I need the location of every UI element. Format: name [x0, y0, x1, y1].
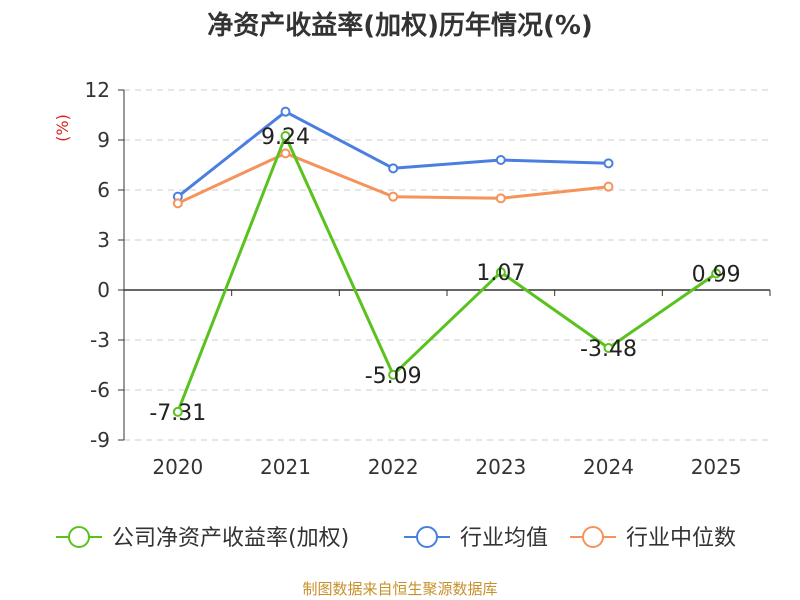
- data-point: [388, 191, 399, 202]
- data-point: [603, 343, 614, 353]
- y-tick-label: -9: [90, 428, 110, 452]
- legend-marker-icon: [582, 526, 604, 548]
- y-tick-label: 0: [97, 278, 110, 302]
- data-point: [172, 406, 183, 417]
- y-tick-label: -6: [90, 378, 110, 402]
- y-tick-label: 6: [97, 178, 110, 202]
- legend-marker-icon: [416, 526, 438, 548]
- y-axis-ticks: 12 9 6 3 0 -3 -6 -9: [85, 78, 110, 452]
- y-tick-label: -3: [90, 328, 110, 352]
- legend-label: 公司净资产收益率(加权): [112, 526, 349, 551]
- x-tick-label: 2025: [691, 455, 742, 479]
- data-point: [495, 155, 506, 165]
- data-point: [495, 267, 506, 278]
- y-tick-label: 9: [97, 128, 110, 152]
- data-label: -7.31: [149, 401, 206, 426]
- x-tick-label: 2020: [152, 455, 203, 479]
- data-point: [388, 163, 399, 174]
- data-point: [495, 193, 506, 204]
- x-tick-label: 2024: [583, 455, 634, 479]
- chart-title: 净资产收益率(加权)历年情况(%): [207, 10, 593, 41]
- x-axis-ticks: 2020 2021 2022 2023 2024 2025: [152, 455, 741, 479]
- legend-label: 行业中位数: [626, 526, 736, 551]
- x-tick-label: 2023: [475, 455, 526, 479]
- data-label: 0.99: [692, 263, 741, 288]
- data-point: [280, 148, 291, 159]
- data-point: [603, 181, 614, 192]
- x-tick-label: 2022: [368, 455, 419, 479]
- y-tick-label: 3: [97, 228, 110, 252]
- data-label: -3.48: [580, 337, 637, 362]
- data-label: 9.24: [261, 125, 310, 150]
- legend-item[interactable]: 行业均值: [404, 526, 548, 551]
- series-group: [172, 106, 722, 417]
- legend[interactable]: 公司净资产收益率(加权) 行业均值 行业中位数: [56, 526, 736, 551]
- series-line: [176, 110, 609, 198]
- data-label: 1.07: [476, 261, 525, 286]
- data-point: [280, 131, 291, 141]
- y-axis-unit-label: (%): [53, 114, 72, 142]
- legend-label: 行业均值: [460, 526, 548, 551]
- grid-lines: [124, 89, 770, 441]
- source-note: 制图数据来自恒生聚源数据库: [302, 580, 497, 598]
- data-labels: -7.31 9.24 -5.09 1.07 -3.48 0.99: [149, 125, 740, 426]
- axes: [118, 89, 771, 441]
- data-point: [603, 158, 614, 169]
- legend-marker-icon: [68, 526, 90, 548]
- series-line: [176, 134, 718, 413]
- data-point: [280, 106, 291, 117]
- data-point: [388, 369, 399, 380]
- y-tick-label: 12: [85, 78, 110, 102]
- data-point: [711, 268, 722, 279]
- data-point: [172, 198, 183, 209]
- legend-item[interactable]: 行业中位数: [570, 526, 736, 551]
- data-label: -5.09: [365, 364, 422, 389]
- x-tick-label: 2021: [260, 455, 311, 479]
- legend-item[interactable]: 公司净资产收益率(加权): [56, 526, 349, 551]
